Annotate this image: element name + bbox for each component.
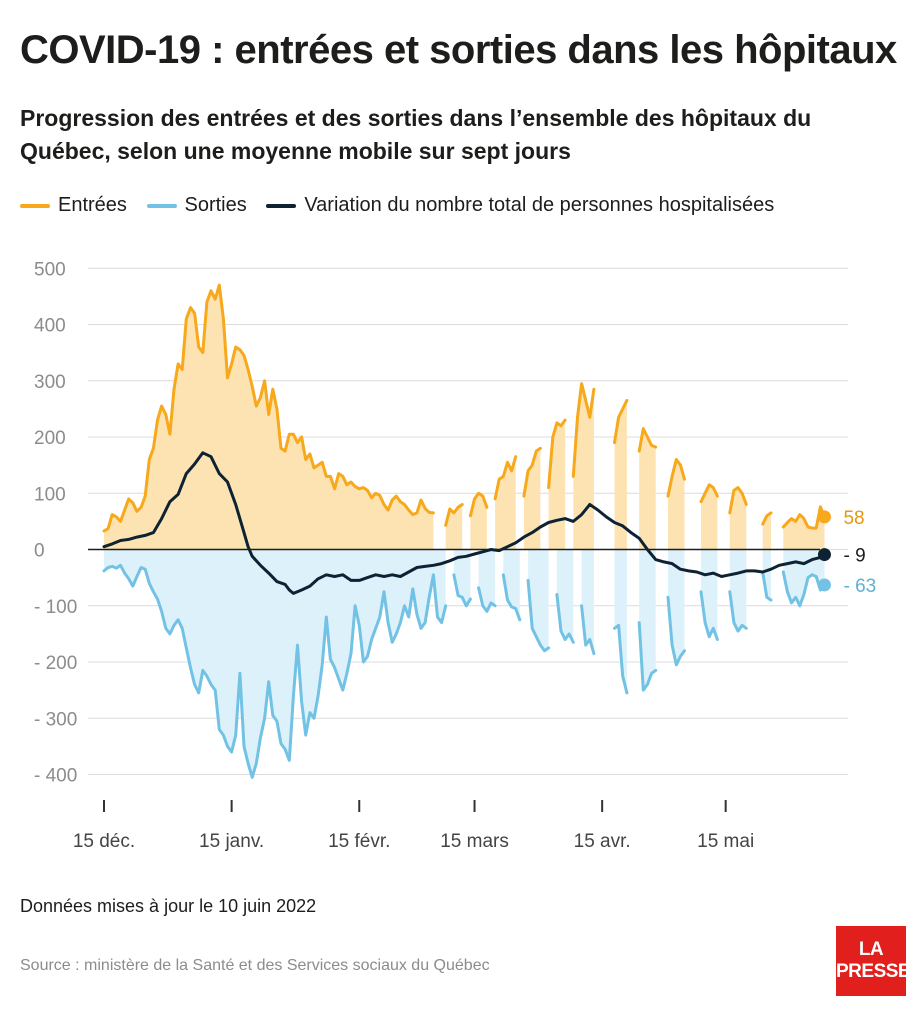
line-series-0-seg-9 [666, 458, 686, 498]
area-series-0-seg-2 [470, 493, 487, 550]
line-series-1-seg-8 [637, 621, 658, 692]
x-tick-label-121: 15 avr. [574, 831, 631, 852]
line-series-1-seg-5 [555, 593, 575, 644]
line-series-1-seg-7 [613, 623, 629, 695]
legend-label-entrees: Entrées [58, 194, 127, 217]
area-series-0-seg-10 [701, 484, 718, 550]
area-series-1-seg-6 [581, 549, 594, 654]
area-series-1-seg-11 [729, 549, 747, 632]
chart-areas [104, 285, 825, 778]
line-series-0-seg-2 [468, 491, 489, 518]
legend-swatch-sorties [146, 203, 177, 208]
area-series-1-seg-2 [478, 549, 496, 612]
y-tick-label-100: 100 [34, 484, 66, 505]
legend-item-sorties: Sorties [146, 194, 247, 217]
x-tick-label-90: 15 mars [440, 831, 509, 852]
line-series-0-seg-5 [547, 418, 567, 490]
y-tick-label-400: 400 [34, 316, 66, 337]
chart-plot: 500 400 300 200 100 0 - 100 - 200 - 300 - 400 15 … [34, 259, 876, 852]
line-series-1-seg-10 [699, 590, 719, 641]
y-tick-label--200: - 200 [34, 653, 77, 674]
x-tick-label-31: 15 janv. [199, 831, 264, 852]
line-series-1-seg-3 [501, 573, 522, 622]
area-series-1-seg-0 [104, 549, 446, 778]
end-label-entrees: 58 [843, 508, 864, 529]
line-series-1-seg-13 [781, 570, 826, 608]
y-tick-label-300: 300 [34, 372, 66, 393]
line-series-1-seg-11 [728, 590, 748, 633]
area-series-1-seg-8 [639, 549, 656, 691]
end-label-sorties: - 63 [843, 576, 876, 597]
logo-line-2: PRESSE [836, 961, 911, 982]
area-series-1-seg-12 [762, 549, 771, 601]
line-series-1-seg-2 [477, 586, 497, 613]
legend-item-variation: Variation du nombre total de personnes h… [266, 194, 774, 217]
x-tick-label-0: 15 déc. [73, 831, 135, 852]
end-dot-entrees [817, 510, 831, 524]
line-series-0-seg-3 [493, 455, 518, 501]
line-series-0-seg-12 [761, 511, 773, 526]
x-tick-label-151: 15 mai [697, 831, 754, 852]
source-note: Source : ministère de la Santé et des Se… [20, 957, 490, 974]
line-series-1-seg-4 [526, 578, 551, 653]
y-tick-label-200: 200 [34, 428, 66, 449]
line-series-1-seg-9 [666, 595, 686, 667]
end-dot-variation [817, 548, 831, 562]
x-axis: 15 déc. 15 janv. 15 févr. 15 mars 15 avr. 15 … [73, 800, 754, 852]
line-series-2-seg-0 [102, 451, 826, 595]
area-series-0-seg-13 [783, 506, 825, 550]
line-series-0-seg-8 [637, 427, 658, 453]
line-series-1-seg-12 [761, 570, 773, 602]
logo-line-1: LA [858, 939, 884, 960]
line-series-1-seg-0 [102, 563, 448, 779]
area-series-0-seg-8 [639, 428, 656, 550]
chart-legend: Entrées Sorties Variation du nombre tota… [20, 194, 788, 217]
area-series-0-seg-11 [729, 487, 747, 550]
y-tick-label-0: 0 [34, 541, 45, 562]
y-tick-label--400: - 400 [34, 766, 77, 787]
legend-label-sorties: Sorties [184, 194, 247, 217]
line-series-0-seg-13 [781, 505, 826, 530]
legend-swatch-variation [266, 203, 297, 208]
chart-lines [102, 283, 826, 779]
line-series-1-seg-6 [580, 604, 596, 656]
area-series-0-seg-7 [614, 400, 627, 550]
line-series-0-seg-7 [613, 398, 629, 445]
line-series-0-seg-1 [444, 503, 464, 527]
area-series-1-seg-10 [701, 549, 718, 640]
la-presse-logo: LA PRESSE [836, 926, 911, 996]
y-tick-label-500: 500 [34, 259, 66, 280]
area-series-0-seg-1 [445, 504, 463, 550]
line-series-0-seg-4 [522, 446, 542, 498]
legend-swatch-entrees [20, 203, 50, 208]
legend-item-entrees: Entrées [20, 194, 127, 217]
line-series-0-seg-11 [728, 486, 748, 515]
area-series-1-seg-7 [614, 549, 627, 693]
end-dot-sorties [817, 578, 831, 592]
y-tick-label--100: - 100 [34, 597, 77, 618]
line-series-0-seg-0 [102, 283, 435, 533]
area-series-1-seg-3 [503, 549, 520, 620]
line-series-0-seg-6 [571, 382, 596, 478]
x-tick-label-62: 15 févr. [328, 831, 390, 852]
end-label-variation: - 9 [843, 546, 865, 567]
area-series-0-seg-5 [548, 420, 566, 550]
line-series-1-seg-1 [452, 573, 472, 608]
line-series-0-seg-10 [699, 483, 719, 504]
end-markers: 58 - 63 - 9 [817, 508, 876, 597]
update-note: Données mises à jour le 10 juin 2022 [20, 896, 317, 916]
chart-title: COVID-19 : entrées et sorties dans les h… [20, 28, 897, 72]
y-tick-label--300: - 300 [34, 709, 77, 730]
chart-subtitle: Progression des entrées et des sorties d… [20, 105, 812, 164]
legend-label-variation: Variation du nombre total de personnes h… [304, 194, 775, 217]
